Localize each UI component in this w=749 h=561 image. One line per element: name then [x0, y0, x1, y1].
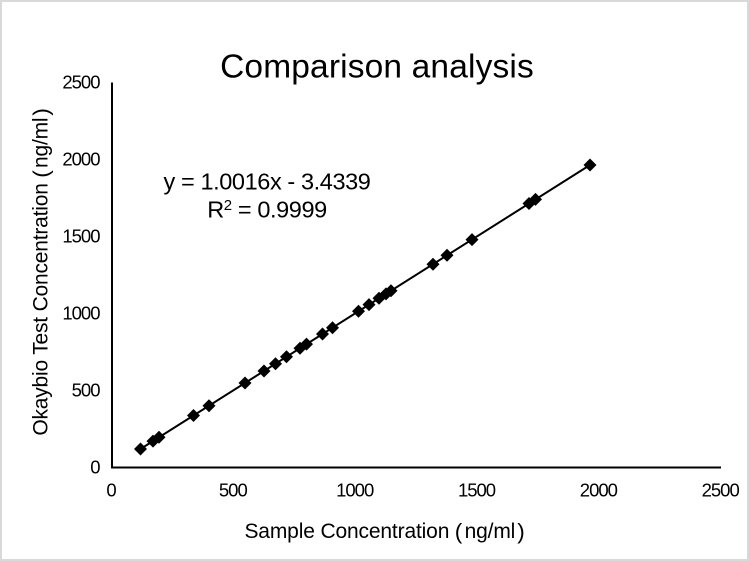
svg-text:1000: 1000	[62, 303, 100, 324]
svg-text:1500: 1500	[458, 480, 496, 501]
svg-text:Sample Concentration(ng/ml): Sample Concentration(ng/ml)	[244, 519, 524, 544]
svg-text:500: 500	[72, 380, 101, 401]
svg-text:y = 1.0016x - 3.4339: y = 1.0016x - 3.4339	[164, 169, 371, 195]
svg-text:2500: 2500	[702, 480, 740, 501]
svg-text:1000: 1000	[336, 480, 374, 501]
svg-text:Comparison analysis: Comparison analysis	[220, 49, 534, 86]
svg-text:0: 0	[90, 457, 100, 478]
svg-text:2000: 2000	[62, 149, 100, 170]
svg-text:2500: 2500	[62, 72, 100, 93]
svg-text:2000: 2000	[580, 480, 618, 501]
svg-text:1500: 1500	[62, 226, 100, 247]
svg-text:500: 500	[219, 480, 248, 501]
svg-text:0: 0	[106, 480, 116, 501]
svg-text:R2 = 0.9999: R2 = 0.9999	[207, 197, 327, 223]
svg-text:Okaybio Test Concentration(ng/: Okaybio Test Concentration(ng/ml)	[29, 108, 54, 435]
